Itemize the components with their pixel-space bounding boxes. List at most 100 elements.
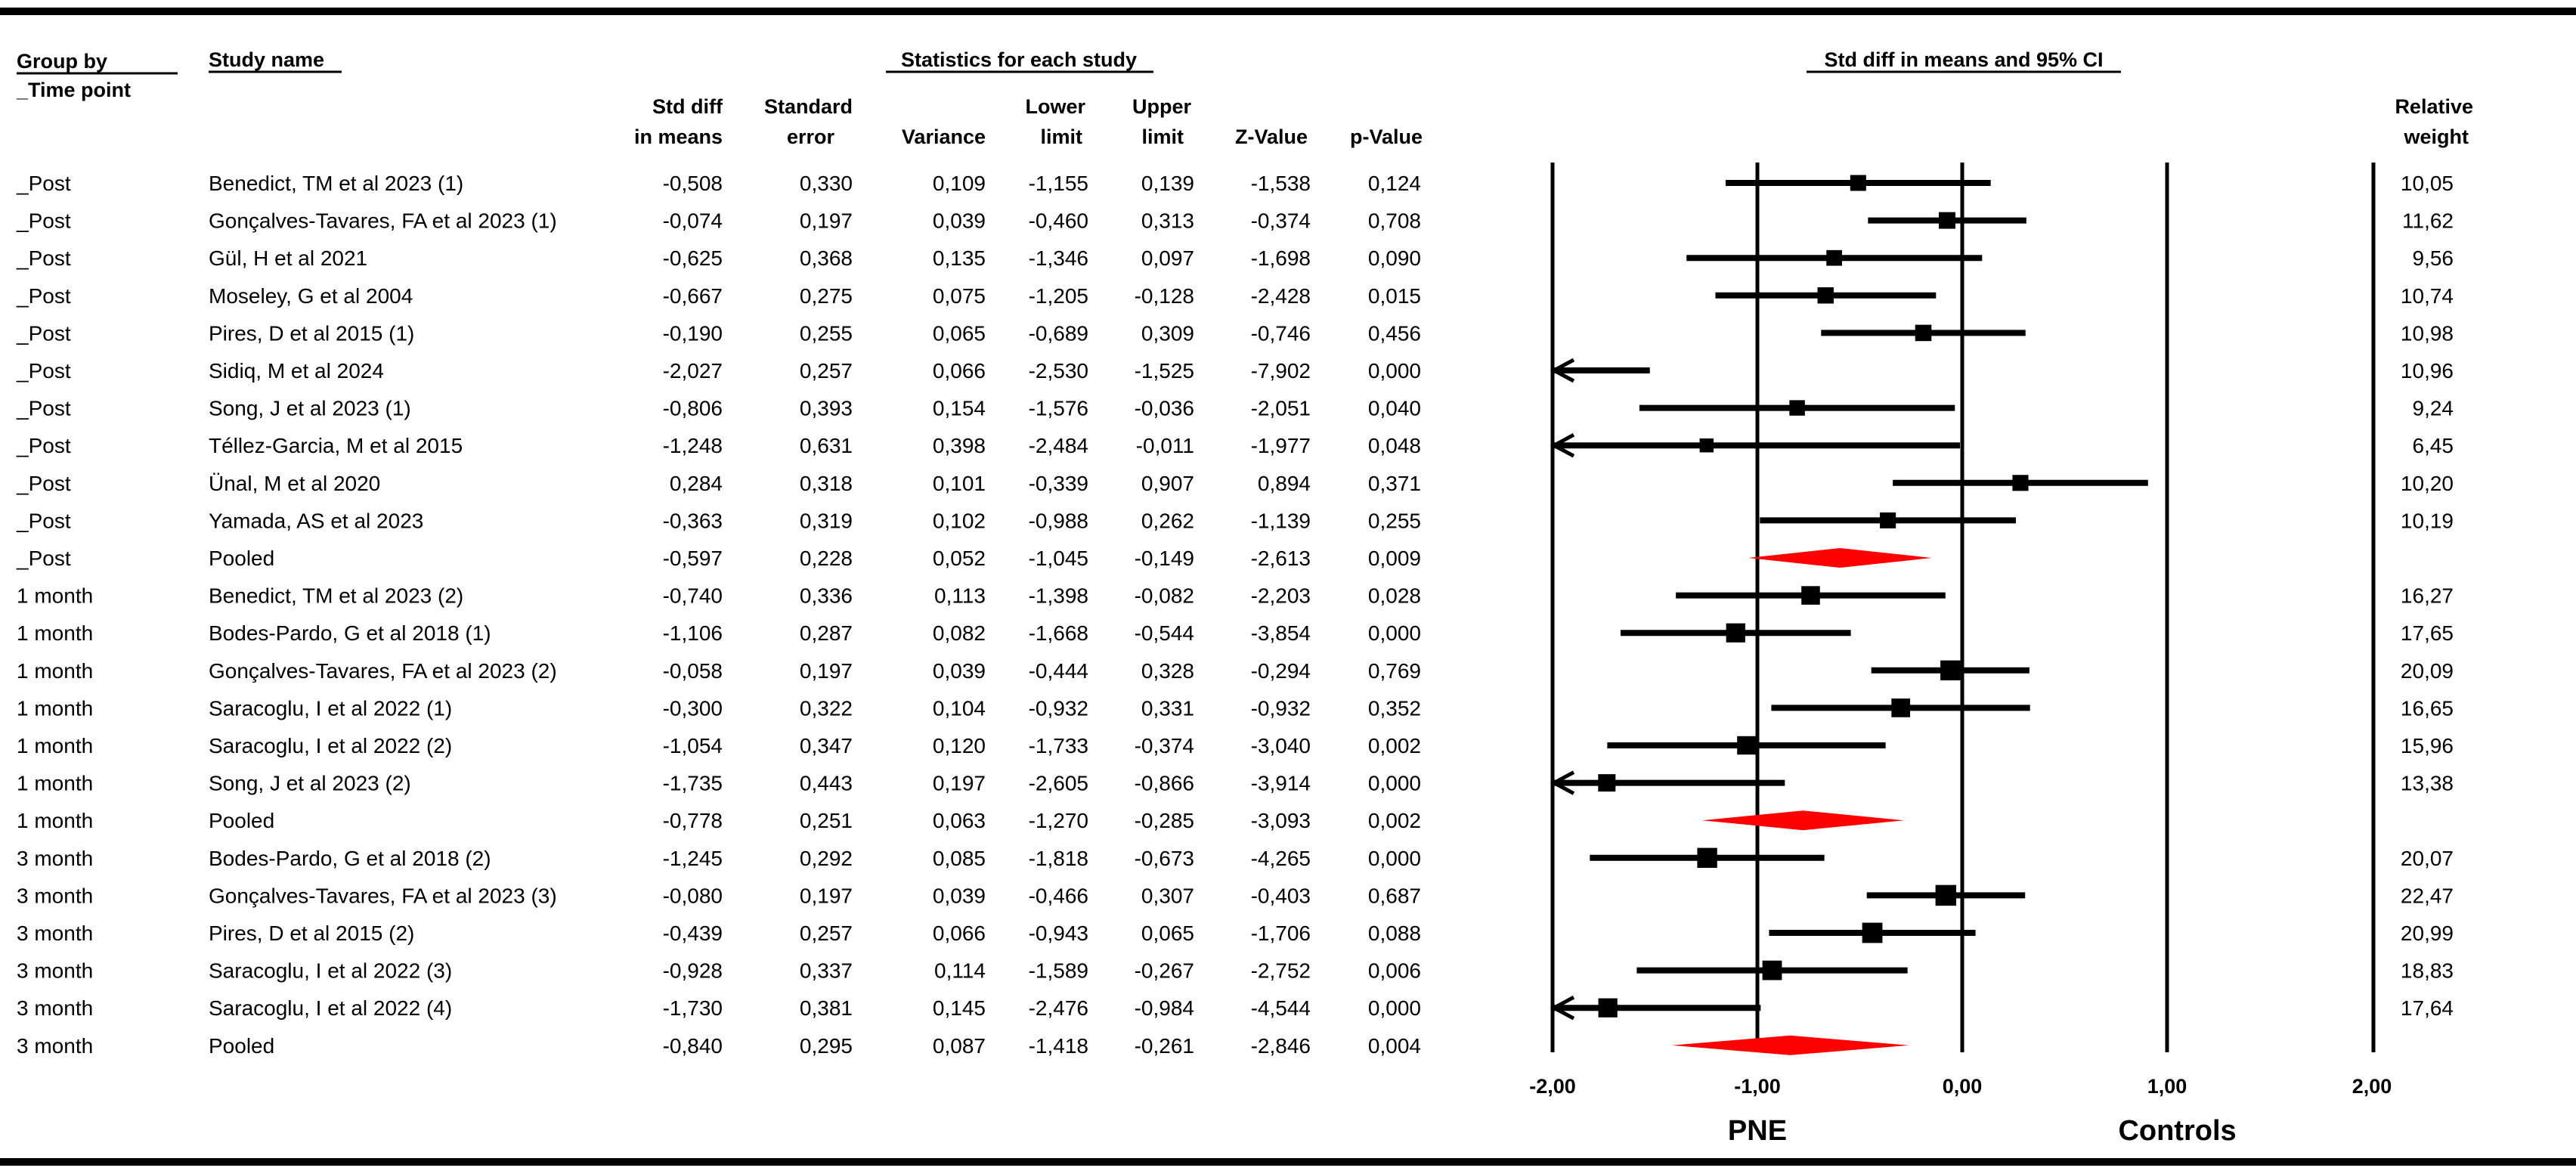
table-row: 1 month Bodes-Pardo, G et al 2018 (1) -1,1… [17,621,2454,645]
p-value-cell: 0,000 [1368,996,1421,1020]
study-name-header: Study name [209,48,324,71]
study-name-cell: Bodes-Pardo, G et al 2018 (1) [209,621,491,645]
z-value-cell: 0,894 [1258,472,1311,495]
lower-limit-cell: -1,418 [1029,1034,1088,1058]
truncation-arrow [1550,432,1575,458]
upper-limit-cell: 0,907 [1141,472,1194,495]
standard-error-cell: 0,295 [800,1034,853,1058]
study-name-cell: Pooled [209,547,274,570]
p-value-cell: 0,000 [1368,621,1421,645]
study-name-cell: Yamada, AS et al 2023 [209,509,423,532]
lower-limit-cell: -1,576 [1029,397,1088,420]
group-cell: 3 month [17,959,93,983]
relative-weight-cell: 22,47 [2401,884,2454,907]
weight-header-2: weight [2404,125,2469,148]
p-value-cell: 0,352 [1368,696,1421,720]
effect-square [1817,287,1834,304]
lower-limit-cell: -1,589 [1029,959,1088,983]
lower-limit-cell: -1,346 [1029,246,1088,270]
group-cell: 3 month [17,922,93,945]
relative-weight-cell: 20,99 [2401,922,2454,945]
x-tick-label: 2,00 [2352,1075,2392,1098]
p-value-cell: 0,000 [1368,847,1421,870]
std-diff-header-1: Std diff [652,95,723,118]
variance-cell: 0,075 [933,284,986,308]
table-row: _Post Gül, H et al 2021 -0,625 0,368 0,135 -1… [16,246,2454,270]
z-value-cell: -7,902 [1251,359,1311,383]
z-value-cell: -1,977 [1251,434,1311,457]
variance-cell: 0,154 [933,397,986,420]
z-value-cell: -0,403 [1251,884,1311,907]
variance-cell: 0,039 [933,209,986,233]
relative-weight-cell: 10,05 [2401,172,2454,195]
group-cell: 1 month [17,659,93,683]
upper-limit-cell: -0,984 [1135,996,1194,1020]
p-value-cell: 0,002 [1368,734,1421,757]
pooled-diamond [1671,1035,1909,1055]
relative-weight-cell: 20,07 [2401,847,2454,870]
effect-square [1699,438,1714,453]
lower-limit-cell: -1,155 [1029,172,1088,195]
standard-error-cell: 0,368 [800,246,853,270]
study-name-cell: Téllez-Garcia, M et al 2015 [209,434,463,457]
lower-limit-header-1: Lower [1025,95,1085,118]
variance-cell: 0,052 [933,547,986,570]
lower-limit-cell: -2,530 [1029,359,1088,383]
z-value-cell: -3,093 [1251,809,1311,832]
lower-limit-cell: -0,460 [1029,209,1088,233]
variance-cell: 0,145 [933,996,986,1020]
standard-error-cell: 0,197 [800,209,853,233]
z-value-cell: -4,544 [1251,996,1311,1020]
table-row: 1 month Benedict, TM et al 2023 (2) -0,740… [17,584,2454,608]
group-cell: 1 month [17,772,93,795]
z-value-cell: -4,265 [1251,847,1311,870]
relative-weight-cell: 10,20 [2401,472,2454,495]
effect-square [1915,324,1932,342]
table-row: _Post Yamada, AS et al 2023 -0,363 0,319 0,1… [16,509,2454,532]
std-diff-cell: -1,245 [663,847,723,870]
standard-error-cell: 0,197 [800,659,853,683]
p-value-cell: 0,040 [1368,397,1421,420]
std-diff-cell: -0,508 [663,172,723,195]
standard-error-cell: 0,347 [800,734,853,757]
lower-limit-cell: -0,466 [1029,884,1088,907]
variance-cell: 0,113 [934,584,986,608]
z-value-cell: -0,746 [1251,321,1311,345]
group-cell: _Post [16,509,71,532]
time-point-header: _Time point [16,79,131,101]
group-cell: _Post [16,472,71,495]
effect-square [1935,884,1957,906]
effect-square [1697,847,1717,868]
effect-square [1598,998,1618,1018]
z-value-cell: -2,613 [1251,547,1311,570]
lower-limit-cell: -1,045 [1029,547,1088,570]
relative-weight-cell: 10,74 [2401,284,2454,308]
z-value-cell: -3,040 [1251,734,1311,757]
lower-limit-cell: -1,818 [1029,847,1088,870]
p-value-cell: 0,015 [1368,284,1421,308]
weight-header-1: Relative [2395,95,2473,118]
table-row: _Post Téllez-Garcia, M et al 2015 -1,248 0,… [16,434,2454,457]
group-cell: _Post [16,321,71,345]
std-diff-cell: -0,300 [663,696,723,720]
x-tick-label: 1,00 [2147,1075,2187,1098]
upper-limit-cell: 0,097 [1141,246,1194,270]
lower-limit-cell: -0,444 [1029,659,1088,683]
upper-limit-cell: 0,262 [1141,509,1194,532]
std-diff-cell: -1,730 [663,996,723,1020]
plot-header: Std diff in means and 95% CI [1824,48,2103,71]
lower-limit-header-2: limit [1040,125,1082,148]
variance-cell: 0,087 [933,1034,986,1058]
upper-limit-cell: -0,544 [1135,621,1194,645]
lower-limit-cell: -1,733 [1029,734,1088,757]
study-name-cell: Pires, D et al 2015 (1) [209,321,414,345]
pooled-row: _Post Pooled -0,597 0,228 0,052 -1,045 -0,149 -… [16,547,1421,570]
relative-weight-cell: 11,62 [2402,209,2454,233]
relative-weight-cell: 9,56 [2413,246,2454,270]
lower-limit-cell: -0,932 [1029,696,1088,720]
effect-square [1789,400,1805,416]
variance-cell: 0,085 [933,847,986,870]
p-value-cell: 0,028 [1368,584,1421,608]
p-value-cell: 0,000 [1368,359,1421,383]
pooled-row: 1 month Pooled -0,778 0,251 0,063 -1,270 -0,28… [17,809,1421,832]
